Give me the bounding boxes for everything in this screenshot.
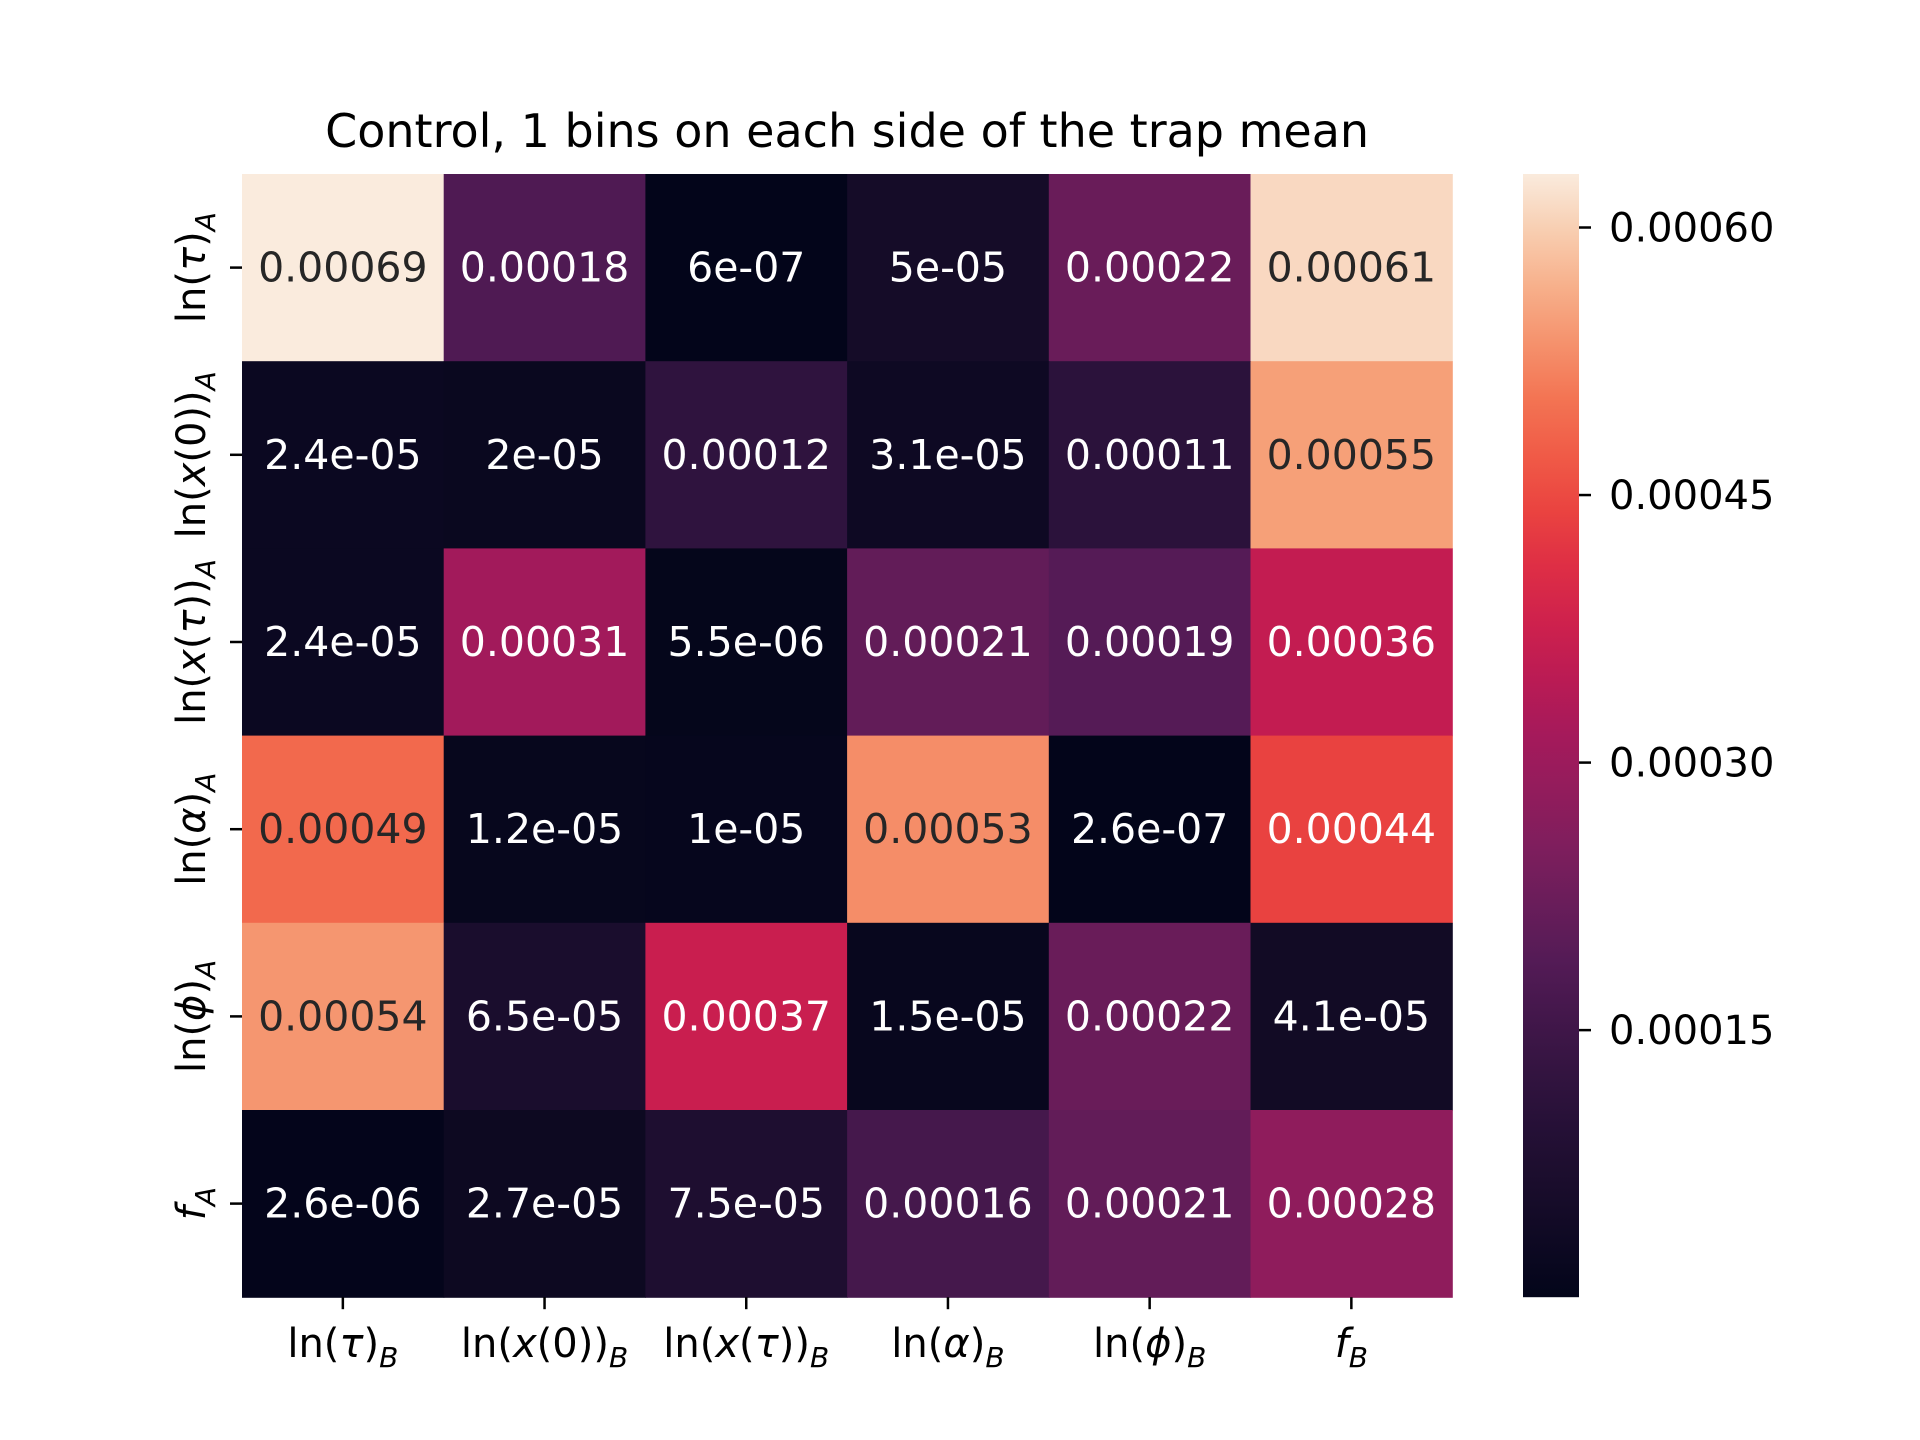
cell-annotation-r4-c3: 1.5e-05 xyxy=(869,992,1026,1040)
cell-annotation-r0-c1: 0.00018 xyxy=(460,244,630,292)
heatmap-cell-r0-c3 xyxy=(847,174,1050,362)
y-tick-label-4: ln(ϕ)A xyxy=(169,960,222,1073)
heatmap-cell-r2-c3 xyxy=(847,548,1050,737)
y-axis: ln(τ)A ln(x(0))A ln(x(τ))A ln(α)A ln(ϕ)A fA xyxy=(169,212,242,1220)
heatmap-cells xyxy=(242,174,1453,1298)
cell-annotation-r0-c4: 0.00022 xyxy=(1065,244,1235,292)
heatmap-cell-r1-c4 xyxy=(1048,361,1252,549)
cell-annotation-r4-c5: 4.1e-05 xyxy=(1273,992,1430,1040)
cell-annotation-r2-c2: 5.5e-06 xyxy=(668,618,825,666)
y-tick-label-2: ln(x(τ))A xyxy=(169,559,222,725)
heatmap-cell-r5-c5 xyxy=(1250,1110,1453,1298)
x-axis: ln(τ)B ln(x(0))B ln(x(τ))B ln(α)B ln(ϕ)B fB xyxy=(287,1297,1368,1374)
cell-annotation-r5-c5: 0.00028 xyxy=(1267,1180,1437,1228)
cell-annotation-r4-c0: 0.00054 xyxy=(258,992,428,1040)
heatmap-cell-r3-c2 xyxy=(645,735,848,924)
heatmap-cell-r0-c0 xyxy=(242,174,445,362)
heatmap-cell-r5-c1 xyxy=(443,1110,646,1298)
heatmap-cell-r1-c2 xyxy=(645,361,848,549)
y-tick-label-3: ln(α)A xyxy=(169,773,222,886)
heatmap-cell-r3-c3 xyxy=(847,735,1050,924)
heatmap-cell-r4-c1 xyxy=(443,922,646,1111)
colorbar: 0.00015 0.00030 0.00045 0.00060 xyxy=(1523,174,1774,1298)
heatmap-cell-r0-c2 xyxy=(645,174,848,362)
cell-annotation-r2-c0: 2.4e-05 xyxy=(264,618,421,666)
heatmap-cell-r3-c5 xyxy=(1250,735,1453,924)
cell-annotation-r1-c2: 0.00012 xyxy=(661,431,831,479)
cell-annotation-r1-c5: 0.00055 xyxy=(1267,431,1437,479)
y-tick-label-0: ln(τ)A xyxy=(169,212,222,323)
x-tick-label-1: ln(x(0))B xyxy=(461,1321,628,1374)
cell-annotation-r2-c5: 0.00036 xyxy=(1267,618,1437,666)
heatmap-cell-r4-c2 xyxy=(645,922,848,1111)
colorbar-tick-label-0: 0.00015 xyxy=(1609,1008,1774,1054)
x-tick-label-4: ln(ϕ)B xyxy=(1093,1321,1206,1374)
x-tick-label-3: ln(α)B xyxy=(891,1321,1004,1374)
y-tick-label-1: ln(x(0))A xyxy=(169,371,222,538)
heatmap-cell-r4-c0 xyxy=(242,922,445,1111)
x-tick-label-2: ln(x(τ))B xyxy=(663,1321,829,1374)
cell-annotation-r5-c1: 2.7e-05 xyxy=(466,1180,623,1228)
heatmap-cell-r5-c4 xyxy=(1048,1110,1252,1298)
heatmap-cell-r0-c1 xyxy=(443,174,646,362)
heatmap-cell-r5-c0 xyxy=(242,1110,445,1298)
x-tick-label-5: fB xyxy=(1335,1321,1368,1374)
heatmap-cell-r2-c4 xyxy=(1048,548,1252,737)
cell-annotation-r3-c2: 1e-05 xyxy=(687,805,805,853)
y-tick-label-5: fA xyxy=(169,1187,222,1220)
x-tick-label-0: ln(τ)B xyxy=(287,1321,398,1374)
cell-annotation-r3-c4: 2.6e-07 xyxy=(1071,805,1228,853)
cell-annotation-r4-c1: 6.5e-05 xyxy=(466,992,623,1040)
cell-annotation-r3-c1: 1.2e-05 xyxy=(466,805,623,853)
heatmap-cell-r1-c1 xyxy=(443,361,646,549)
heatmap-cell-r5-c2 xyxy=(645,1110,848,1298)
heatmap-cell-r1-c5 xyxy=(1250,361,1453,549)
heatmap-cell-r1-c0 xyxy=(242,361,445,549)
cell-annotation-r0-c0: 0.00069 xyxy=(258,244,428,292)
heatmap-cell-r4-c3 xyxy=(847,922,1050,1111)
cell-annotation-r5-c4: 0.00021 xyxy=(1065,1180,1235,1228)
colorbar-tick-label-2: 0.00045 xyxy=(1609,473,1774,519)
cell-annotation-r2-c3: 0.00021 xyxy=(863,618,1033,666)
cell-annotation-r1-c1: 2e-05 xyxy=(485,431,603,479)
cell-annotation-r3-c0: 0.00049 xyxy=(258,805,428,853)
heatmap-cell-r4-c5 xyxy=(1250,922,1453,1111)
heatmap-cell-r5-c3 xyxy=(847,1110,1050,1298)
cell-annotation-r4-c4: 0.00022 xyxy=(1065,992,1235,1040)
cell-annotations: 0.00069 0.00018 6e-07 5e-05 0.00022 0.00061 2.… xyxy=(258,244,1436,1228)
colorbar-gradient xyxy=(1523,174,1579,1298)
heatmap-cell-r0-c5 xyxy=(1250,174,1453,362)
heatmap-cell-r3-c0 xyxy=(242,735,445,924)
cell-annotation-r0-c5: 0.00061 xyxy=(1267,244,1437,292)
chart-title: Control, 1 bins on each side of the trap… xyxy=(325,104,1369,158)
heatmap-cell-r3-c1 xyxy=(443,735,646,924)
cell-annotation-r1-c3: 3.1e-05 xyxy=(869,431,1026,479)
heatmap-cell-r2-c0 xyxy=(242,548,445,737)
cell-annotation-r1-c4: 0.00011 xyxy=(1065,431,1235,479)
cell-annotation-r5-c3: 0.00016 xyxy=(863,1180,1033,1228)
colorbar-tick-label-3: 0.00060 xyxy=(1609,206,1774,252)
cell-annotation-r2-c4: 0.00019 xyxy=(1065,618,1235,666)
heatmap-cell-r2-c5 xyxy=(1250,548,1453,737)
heatmap-cell-r0-c4 xyxy=(1048,174,1252,362)
cell-annotation-r3-c3: 0.00053 xyxy=(863,805,1033,853)
heatmap-cell-r1-c3 xyxy=(847,361,1050,549)
cell-annotation-r4-c2: 0.00037 xyxy=(661,992,831,1040)
cell-annotation-r5-c2: 7.5e-05 xyxy=(668,1180,825,1228)
heatmap-cell-r2-c2 xyxy=(645,548,848,737)
cell-annotation-r0-c2: 6e-07 xyxy=(687,244,805,292)
heatmap-cell-r2-c1 xyxy=(443,548,646,737)
cell-annotation-r1-c0: 2.4e-05 xyxy=(264,431,421,479)
cell-annotation-r0-c3: 5e-05 xyxy=(889,244,1007,292)
cell-annotation-r3-c5: 0.00044 xyxy=(1267,805,1437,853)
cell-annotation-r5-c0: 2.6e-06 xyxy=(264,1180,421,1228)
cell-annotation-r2-c1: 0.00031 xyxy=(460,618,630,666)
colorbar-tick-label-1: 0.00030 xyxy=(1609,741,1774,787)
heatmap-cell-r3-c4 xyxy=(1048,735,1252,924)
heatmap-cell-r4-c4 xyxy=(1048,922,1252,1111)
